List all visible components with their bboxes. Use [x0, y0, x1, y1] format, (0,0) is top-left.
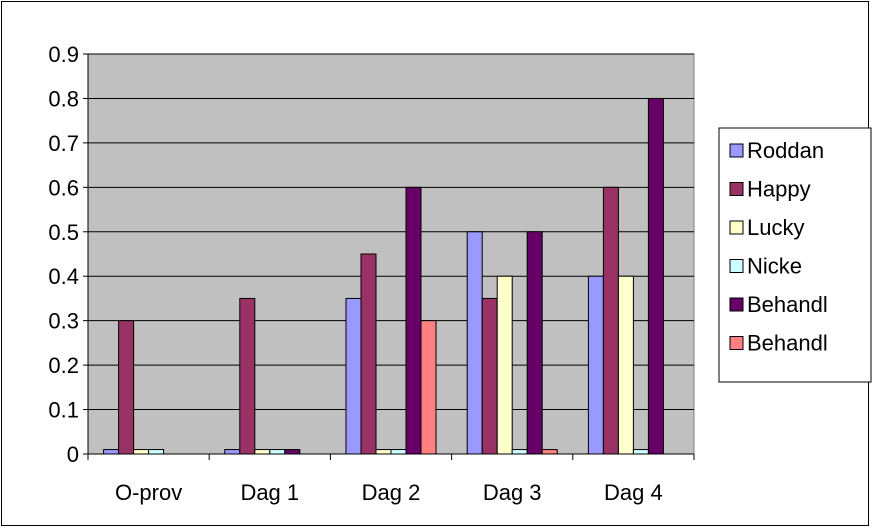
- x-tick-label: Dag 1: [240, 480, 299, 505]
- legend-label: Lucky: [747, 215, 804, 240]
- bar: [254, 449, 271, 455]
- bar: [390, 449, 407, 455]
- y-tick-label: 0.4: [48, 264, 79, 289]
- bar: [239, 297, 256, 455]
- bar: [511, 449, 528, 455]
- x-tick-label: Dag 2: [362, 480, 421, 505]
- bar: [466, 231, 483, 455]
- legend-swatch: [729, 336, 744, 350]
- legend-label: Behandl: [747, 292, 828, 317]
- bar: [360, 253, 377, 455]
- y-tick-label: 0.5: [48, 220, 79, 245]
- legend-label: Roddan: [747, 138, 824, 163]
- legend-swatch: [729, 297, 744, 312]
- y-tick-label: 0.9: [48, 42, 79, 67]
- y-tick-label: 0.7: [48, 131, 79, 156]
- bar: [587, 275, 604, 455]
- bar: [602, 186, 619, 455]
- bar: [526, 231, 543, 455]
- y-tick-label: 0.1: [48, 398, 79, 423]
- bar: [284, 449, 301, 455]
- bar: [405, 186, 422, 455]
- y-tick-label: 0: [67, 442, 79, 467]
- bar: [496, 275, 513, 455]
- x-tick-label: Dag 4: [604, 480, 663, 505]
- legend: Roddan Happy Lucky Nicke Behandl Behandl: [718, 127, 872, 383]
- bar: [345, 297, 362, 455]
- bar: [133, 449, 150, 455]
- bars: [103, 97, 664, 455]
- bar: [375, 449, 392, 455]
- legend-label: Happy: [747, 177, 811, 202]
- bar: [647, 97, 664, 455]
- legend-swatch: [729, 182, 744, 196]
- bar: [118, 320, 135, 455]
- x-tick-label: Dag 3: [483, 480, 542, 505]
- bar: [617, 275, 634, 455]
- bar: [541, 449, 558, 455]
- legend-swatch: [729, 143, 744, 158]
- bar: [420, 320, 437, 455]
- bar: [269, 449, 286, 455]
- bar: [632, 449, 649, 455]
- y-tick-label: 0.3: [48, 309, 79, 334]
- legend-label: Behandl: [747, 331, 828, 356]
- legend-swatch: [729, 220, 744, 235]
- y-axis: 0 0.1 0.2 0.3 0.4 0.5 0.6 0.7 0.8 0.9: [48, 42, 89, 467]
- legend-swatch: [729, 259, 744, 273]
- bar: [103, 449, 120, 455]
- x-axis: O-prov Dag 1 Dag 2 Dag 3 Dag 4: [87, 453, 695, 505]
- y-tick-label: 0.6: [48, 175, 79, 200]
- y-tick-label: 0.2: [48, 353, 79, 378]
- y-tick-label: 0.8: [48, 86, 79, 111]
- x-tick-label: O-prov: [115, 480, 182, 505]
- bar: [148, 449, 165, 455]
- legend-label: Nicke: [747, 254, 802, 279]
- bar: [224, 449, 241, 455]
- bar: [481, 297, 498, 455]
- legend-box: [718, 127, 872, 383]
